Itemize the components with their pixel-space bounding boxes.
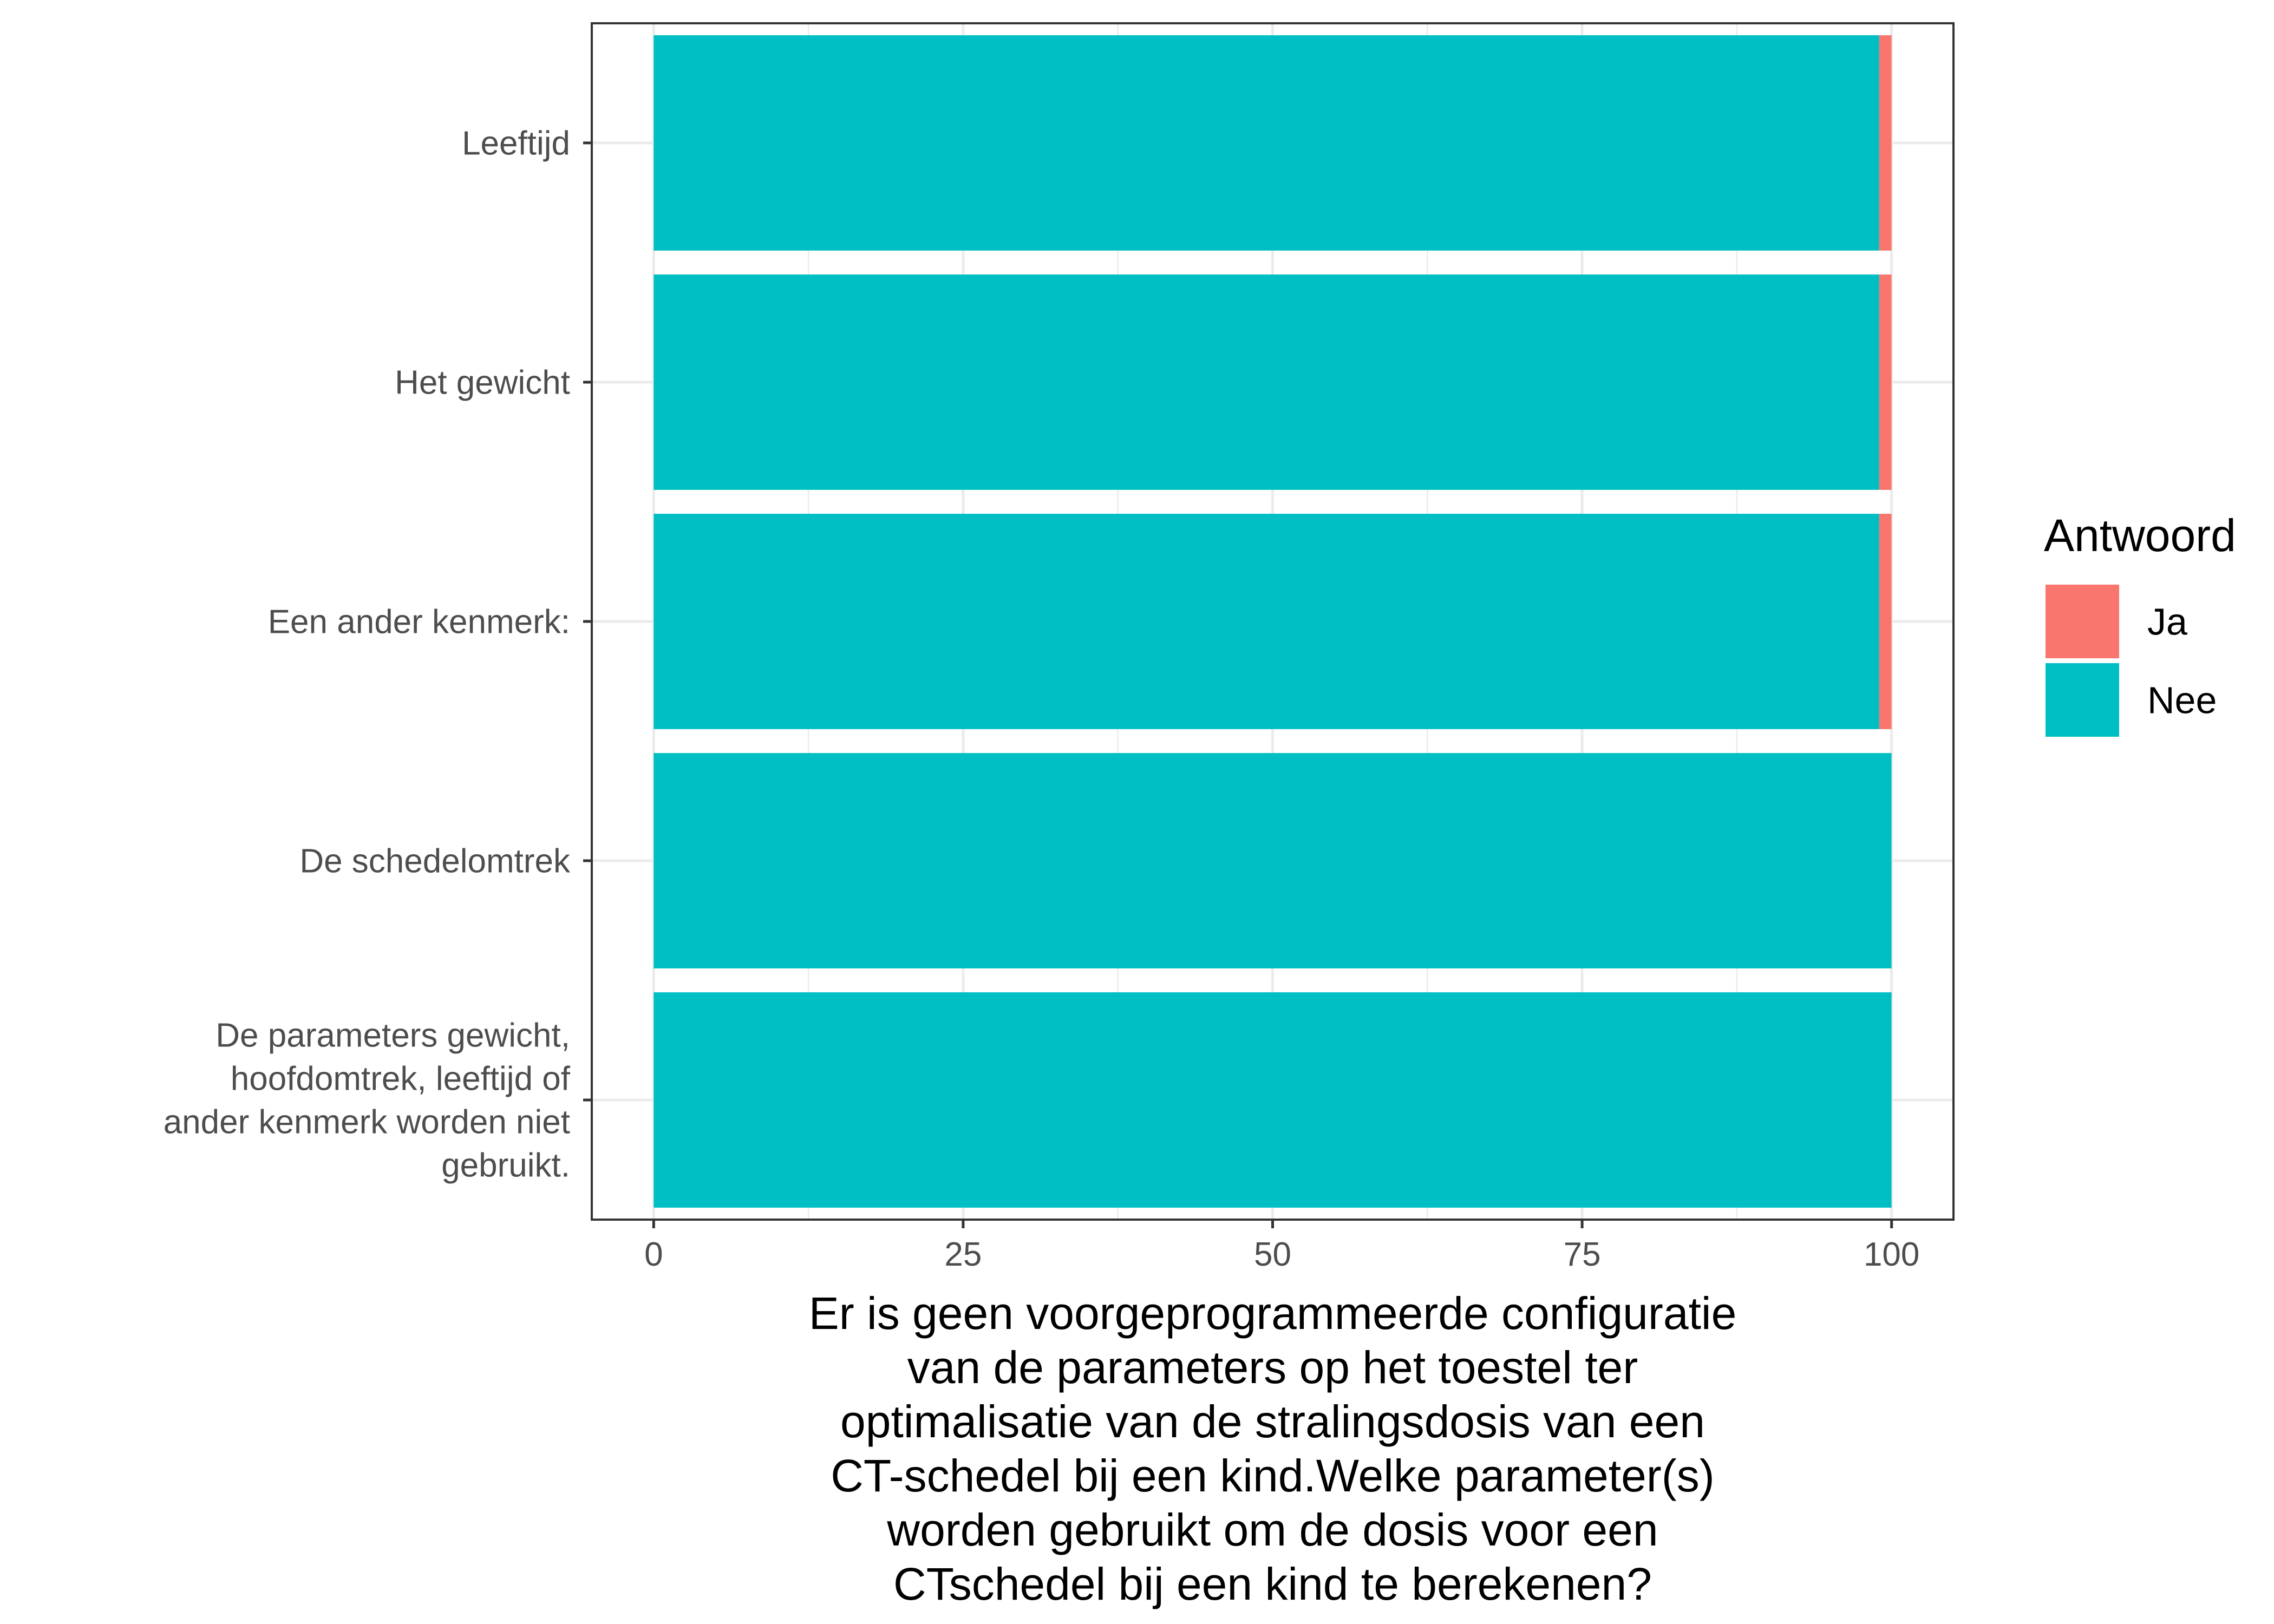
bar-ja (1879, 514, 1892, 729)
bars-layer (654, 35, 1892, 1208)
x-axis: 0 25 50 75 100 (644, 1220, 1919, 1273)
legend-label: Ja (2147, 601, 2187, 643)
x-tick-label: 50 (1254, 1236, 1291, 1273)
legend-title: Antwoord (2044, 510, 2236, 561)
bar-nee (654, 35, 1879, 251)
x-tick-label: 25 (944, 1236, 982, 1273)
legend-key-nee (2046, 663, 2119, 737)
x-tick-label: 0 (644, 1236, 663, 1273)
y-tick-label: De schedelomtrek (299, 843, 571, 880)
bar-nee (654, 514, 1879, 729)
y-tick-label: Een ander kenmerk: (268, 604, 570, 641)
y-tick-label: Het gewicht (395, 364, 570, 402)
y-axis: Leeftijd Het gewicht Een ander kenmerk: De … (164, 125, 592, 1184)
legend-label: Nee (2147, 679, 2217, 722)
bar-ja (1879, 35, 1892, 251)
x-tick-label: 100 (1864, 1236, 1919, 1273)
legend: Antwoord Ja Nee (2044, 510, 2236, 737)
y-tick-label: Leeftijd (462, 125, 570, 162)
bar-nee (654, 992, 1892, 1208)
bar-ja (1879, 274, 1892, 490)
legend-key-ja (2046, 585, 2119, 658)
y-tick-label: De parameters gewicht, hoofdomtrek, leeft… (164, 1017, 571, 1184)
bar-nee (654, 274, 1879, 490)
x-tick-label: 75 (1564, 1236, 1601, 1273)
x-axis-title: Er is geen voorgeprogrammeerde configura… (809, 1288, 1737, 1609)
bar-nee (654, 753, 1892, 968)
